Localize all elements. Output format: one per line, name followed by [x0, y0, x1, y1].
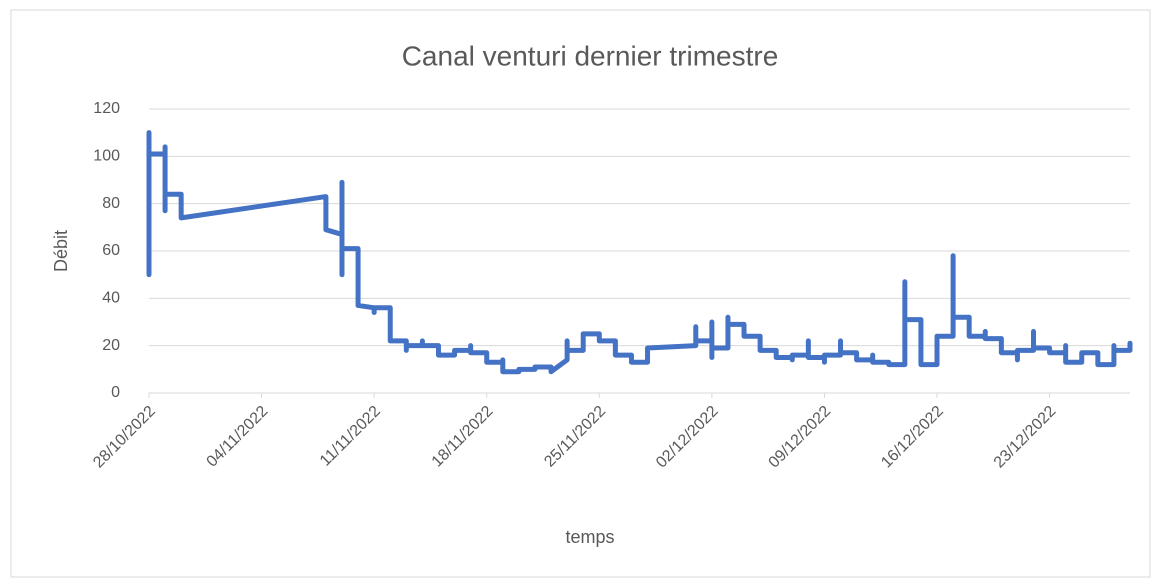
y-tick-label: 100 — [93, 148, 120, 165]
y-tick-label: 0 — [111, 384, 120, 401]
y-axis-label: Débit — [51, 230, 71, 272]
data-line — [146, 130, 1133, 375]
chart-title: Canal venturi dernier trimestre — [402, 40, 779, 71]
y-tick-label: 60 — [102, 242, 120, 259]
y-tick-label: 120 — [93, 100, 120, 117]
y-tick-label: 40 — [102, 290, 120, 307]
y-tick-label: 20 — [102, 337, 120, 354]
y-tick-label: 80 — [102, 195, 120, 212]
x-axis-label: temps — [565, 527, 614, 547]
chart-frame — [10, 9, 1151, 578]
